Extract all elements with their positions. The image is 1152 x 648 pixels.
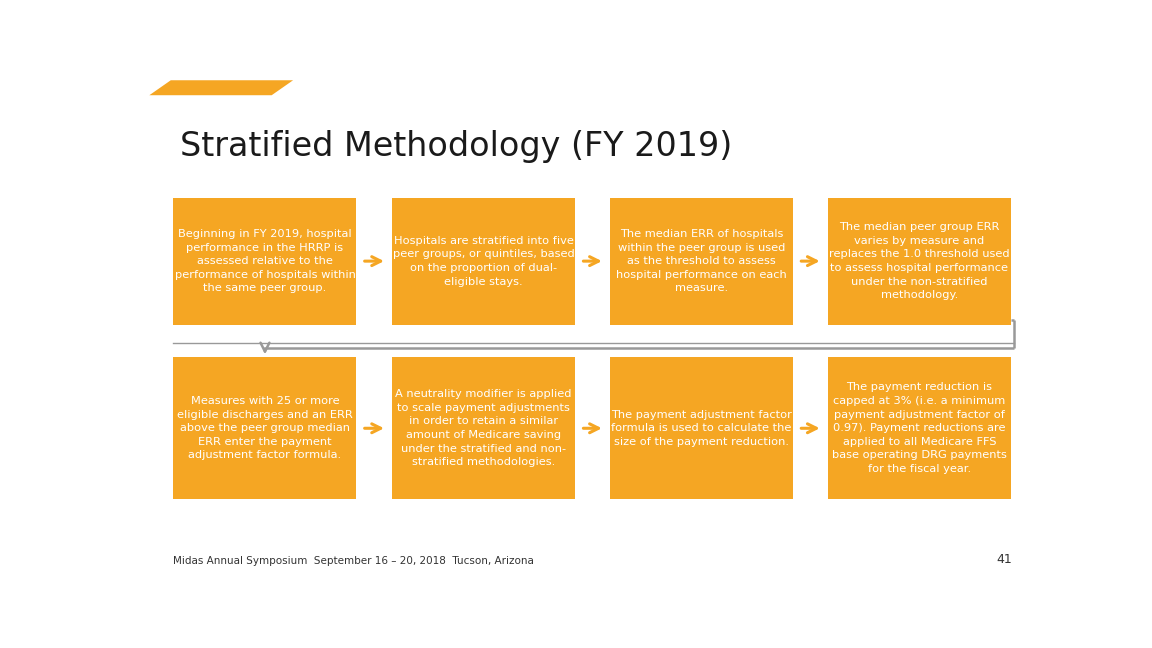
Polygon shape (150, 80, 293, 95)
FancyBboxPatch shape (174, 357, 356, 500)
FancyBboxPatch shape (611, 198, 793, 325)
FancyBboxPatch shape (392, 198, 575, 325)
Text: The payment adjustment factor
formula is used to calculate the
size of the payme: The payment adjustment factor formula is… (611, 410, 791, 447)
Text: The payment reduction is
capped at 3% (i.e. a minimum
payment adjustment factor : The payment reduction is capped at 3% (i… (832, 382, 1007, 474)
Text: A neutrality modifier is applied
to scale payment adjustments
in order to retain: A neutrality modifier is applied to scal… (395, 389, 571, 467)
FancyBboxPatch shape (392, 357, 575, 500)
Text: Measures with 25 or more
eligible discharges and an ERR
above the peer group med: Measures with 25 or more eligible discha… (177, 396, 353, 461)
FancyBboxPatch shape (611, 357, 793, 500)
Text: The median peer group ERR
varies by measure and
replaces the 1.0 threshold used
: The median peer group ERR varies by meas… (829, 222, 1009, 300)
FancyBboxPatch shape (828, 357, 1011, 500)
Text: Hospitals are stratified into five
peer groups, or quintiles, based
on the propo: Hospitals are stratified into five peer … (393, 236, 575, 286)
Text: Beginning in FY 2019, hospital
performance in the HRRP is
assessed relative to t: Beginning in FY 2019, hospital performan… (175, 229, 356, 294)
Text: Midas Annual Symposium  September 16 – 20, 2018  Tucson, Arizona: Midas Annual Symposium September 16 – 20… (174, 556, 535, 566)
Text: The median ERR of hospitals
within the peer group is used
as the threshold to as: The median ERR of hospitals within the p… (616, 229, 787, 294)
Text: 41: 41 (996, 553, 1011, 566)
FancyBboxPatch shape (174, 198, 356, 325)
FancyBboxPatch shape (828, 198, 1011, 325)
Text: Stratified Methodology (FY 2019): Stratified Methodology (FY 2019) (180, 130, 732, 163)
